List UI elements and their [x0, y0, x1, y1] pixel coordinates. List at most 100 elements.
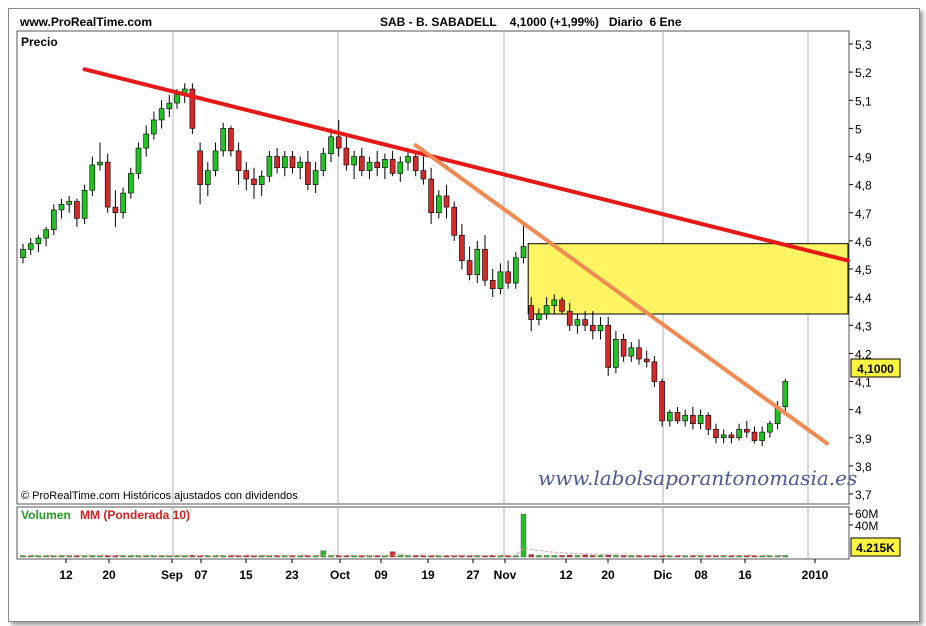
- price-tick-label: 4,5: [855, 263, 872, 277]
- candle-body: [666, 412, 673, 422]
- price-tick-label: 3,7: [855, 488, 872, 502]
- candle-body: [258, 175, 265, 185]
- candle-body: [151, 119, 157, 135]
- candle-body: [759, 431, 766, 441]
- candle: [104, 153, 111, 213]
- candle: [374, 150, 381, 177]
- candle: [197, 142, 203, 205]
- candle-body: [66, 201, 72, 205]
- candle-body: [559, 299, 565, 312]
- candle-body: [312, 170, 319, 185]
- date-tick-label: 09: [374, 568, 388, 582]
- volume-bar: [721, 555, 727, 558]
- candle-body: [528, 305, 535, 320]
- chart-title: SAB - B. SABADELL 4,1000 (+1,99%) Diario…: [380, 15, 682, 29]
- price-tick-label: 5,2: [855, 66, 872, 80]
- candle: [690, 406, 696, 430]
- price-tick-label: 5,3: [855, 38, 872, 52]
- candle: [582, 311, 588, 331]
- volume-bar: [158, 555, 165, 558]
- volume-bar: [520, 513, 527, 558]
- candle-body: [328, 136, 334, 154]
- candle-body: [589, 324, 596, 332]
- candle: [466, 246, 473, 281]
- candle-body: [27, 243, 34, 250]
- volume-bar: [636, 555, 642, 558]
- candle-body: [566, 310, 573, 326]
- candle-body: [482, 249, 488, 281]
- copyright-note: © ProRealTime.com Históricos ajustados c…: [21, 490, 298, 502]
- candle-body: [35, 237, 42, 244]
- candle: [674, 406, 681, 424]
- candle: [782, 378, 789, 413]
- date-tick-label: 20: [601, 568, 615, 582]
- candle-body: [682, 414, 689, 422]
- candle-body: [736, 429, 742, 439]
- candle-body: [43, 229, 49, 239]
- volume-bar: [89, 555, 96, 558]
- candle: [274, 148, 280, 174]
- candle-body: [620, 339, 627, 357]
- candle-body: [305, 161, 311, 185]
- candle: [713, 423, 719, 444]
- candle-body: [212, 150, 219, 171]
- volume-bar: [536, 555, 542, 558]
- candle-body: [435, 195, 442, 214]
- candle-body: [243, 170, 250, 180]
- candle-body: [466, 260, 473, 275]
- candle-body: [374, 161, 381, 169]
- candle: [158, 100, 165, 129]
- price-tick-label: 4,3: [855, 319, 872, 333]
- candle: [351, 150, 357, 179]
- candle: [451, 201, 458, 241]
- candle-body: [728, 434, 735, 439]
- candle: [682, 409, 689, 427]
- candle: [720, 429, 727, 444]
- candle: [243, 162, 250, 191]
- volume-bar: [567, 554, 573, 558]
- candle: [589, 311, 596, 340]
- volume-bar: [651, 555, 658, 558]
- volume-bar: [389, 551, 396, 558]
- candle: [74, 198, 80, 227]
- volume-bar: [104, 555, 111, 558]
- volume-bar: [405, 555, 411, 558]
- candle: [66, 195, 72, 213]
- candle: [659, 378, 665, 427]
- candle-body: [690, 414, 696, 424]
- candle: [459, 224, 465, 269]
- candle-body: [574, 319, 581, 326]
- volume-bar: [274, 555, 280, 558]
- volume-bar: [551, 555, 557, 558]
- volume-bar: [582, 554, 588, 558]
- candle-body: [782, 381, 789, 408]
- candle: [305, 150, 311, 191]
- candle-body: [420, 170, 427, 180]
- price-tick-label: 5: [855, 122, 862, 136]
- volume-bar: [559, 555, 565, 558]
- candle: [205, 162, 211, 196]
- last-volume-box: [850, 537, 901, 557]
- volume-bar: [428, 555, 434, 558]
- candle-body: [74, 201, 80, 219]
- candle: [636, 339, 642, 365]
- candle-body: [358, 156, 365, 171]
- volume-bar: [628, 555, 634, 558]
- date-tick-label: 2010: [802, 568, 829, 582]
- candle-body: [605, 324, 612, 368]
- candle-body: [697, 414, 704, 424]
- price-tick-label: 4,7: [855, 207, 872, 221]
- candle-body: [497, 271, 504, 289]
- candle: [220, 122, 226, 157]
- candle: [428, 167, 434, 224]
- moving-average-label: MM (Ponderada 10): [80, 508, 190, 522]
- candle-body: [659, 381, 665, 422]
- candle-body: [613, 339, 619, 368]
- candle-body: [489, 279, 496, 289]
- candle: [551, 294, 558, 314]
- candle: [559, 297, 565, 314]
- candle-body: [320, 153, 327, 171]
- candle: [97, 142, 103, 171]
- candle: [489, 269, 496, 298]
